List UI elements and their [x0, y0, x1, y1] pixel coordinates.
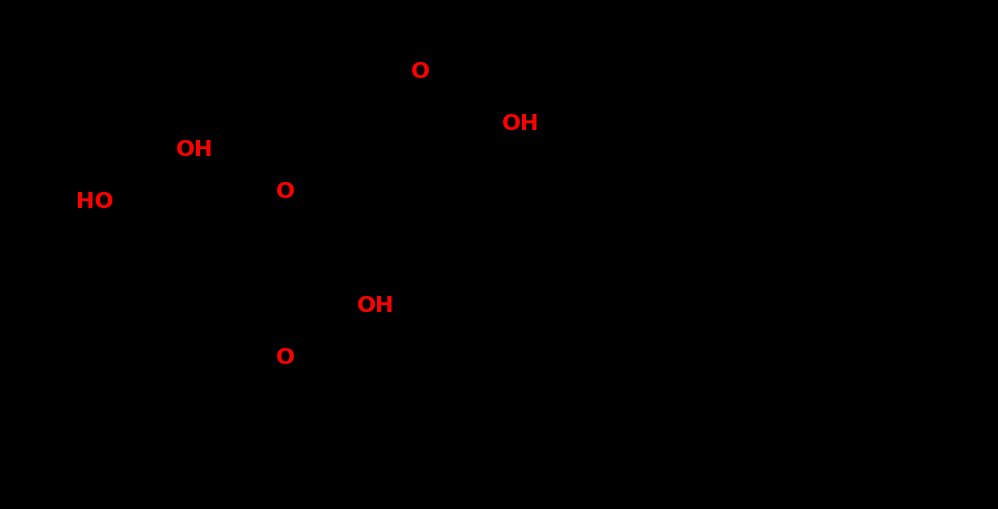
Text: OH: OH [356, 296, 394, 316]
Text: OH: OH [501, 114, 539, 134]
Text: OH: OH [177, 140, 214, 160]
Text: O: O [410, 62, 430, 82]
Text: O: O [275, 182, 294, 202]
Text: HO: HO [76, 192, 114, 212]
Text: O: O [275, 348, 294, 368]
